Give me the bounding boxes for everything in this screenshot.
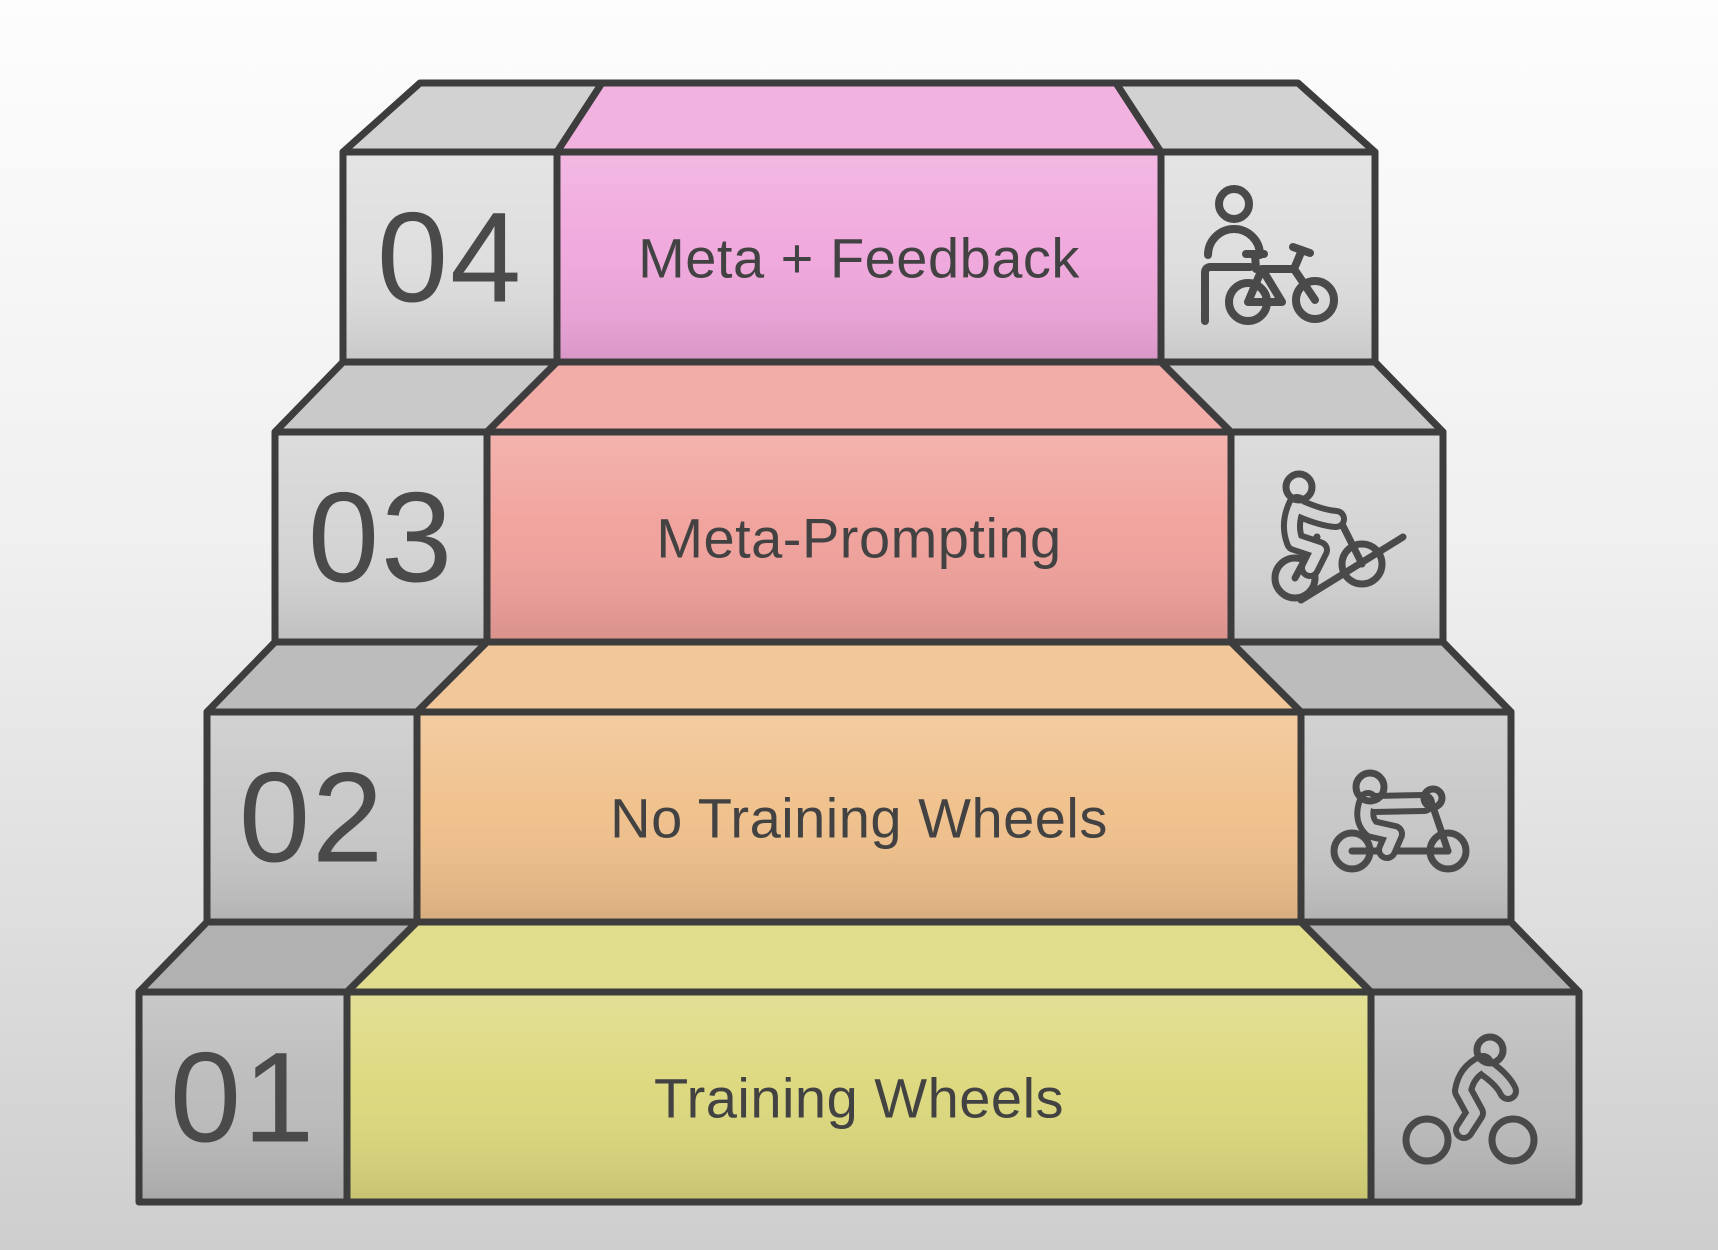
step-03-panel-top-face	[487, 362, 1231, 432]
bicycle-rear-wheel	[1271, 554, 1319, 602]
step-02-number: 02	[239, 747, 385, 890]
step-01: 01 Training Wheels	[135, 918, 1583, 1206]
step-04-label: Meta + Feedback	[638, 227, 1080, 290]
bicycle-fork	[1429, 803, 1452, 855]
bicycle-front-wheel	[1338, 540, 1386, 588]
step-01-panel-shading	[343, 988, 1375, 1206]
step-01-label: Training Wheels	[654, 1067, 1064, 1130]
rider-head	[1473, 1033, 1507, 1067]
step-02-icon-block-top-face	[1231, 642, 1511, 712]
step-04-number: 04	[377, 187, 523, 330]
bicycle-front-wheel	[1488, 1115, 1538, 1165]
step-03-number-block-top-face	[275, 362, 557, 432]
rider-arm-fill	[1369, 798, 1429, 809]
handlebar-knob	[1420, 785, 1446, 811]
bike-rack	[1201, 263, 1254, 325]
step-04-number-block-top-face	[343, 83, 602, 152]
cyclist-riding-bicycle-icon	[1402, 1033, 1538, 1165]
step-01-icon-block-top-face	[1301, 922, 1579, 992]
person-shoulders	[1204, 225, 1264, 259]
step-02-label: No Training Wheels	[610, 787, 1108, 850]
step-03-panel-shading	[483, 428, 1235, 646]
rider-head	[1352, 769, 1388, 805]
bicycle-seat	[1242, 250, 1268, 273]
step-03-icon-block-shading	[1227, 428, 1447, 646]
step-04-panel-shading	[553, 148, 1165, 366]
step-02-panel-top-face	[417, 642, 1301, 712]
person-standing-with-bicycle-icon	[1201, 185, 1338, 325]
step-03-label: Meta-Prompting	[656, 507, 1061, 570]
step-01-number-block-shading	[135, 988, 351, 1206]
rider-body-fill	[1360, 796, 1399, 855]
step-02-panel-top-shading	[413, 638, 1305, 716]
step-04-panel-top-shading	[553, 79, 1165, 156]
hill-slope-line	[1297, 533, 1407, 604]
step-01-panel-top-face	[347, 922, 1371, 992]
step-04-number-block-shading	[339, 148, 561, 366]
rider-head	[1282, 470, 1316, 504]
cyclist-riding-low-bicycle-icon	[1330, 769, 1470, 873]
rider-arm-fill	[1481, 1063, 1513, 1096]
step-01-number-block-top-face	[139, 922, 417, 992]
rider-body-fill	[1287, 500, 1324, 573]
step-03-number-block-shading	[271, 428, 491, 646]
step-04: 04 Meta + Feedback	[339, 79, 1379, 366]
step-01-number: 01	[170, 1027, 316, 1170]
step-02-number-block-shading	[203, 708, 421, 926]
step-02: 02 No Training Wheels	[203, 638, 1515, 926]
bicycle-handlebar	[1289, 243, 1314, 273]
step-03: 03 Meta-Prompting	[271, 358, 1447, 646]
step-02-panel-shading	[413, 708, 1305, 926]
cyclist-riding-uphill-icon	[1271, 470, 1407, 604]
person-head	[1215, 185, 1253, 223]
bicycle-rear-wheel	[1402, 1115, 1452, 1165]
step-04-panel-top-face	[557, 83, 1161, 152]
step-02-number-block-top-face	[207, 642, 487, 712]
bicycle-frame	[1244, 265, 1319, 306]
step-01-panel-top-shading	[343, 918, 1375, 996]
rider-body-fill	[1458, 1059, 1488, 1135]
step-03-icon-block-top-face	[1161, 362, 1443, 432]
rider-arm-fill	[1296, 504, 1341, 524]
step-02-icon-block-shading	[1297, 708, 1515, 926]
step-03-number: 03	[308, 467, 454, 610]
step-03-panel-top-shading	[483, 358, 1235, 436]
step-04-icon-block-top-face	[1116, 83, 1375, 152]
step-04-icon-block-shading	[1157, 148, 1379, 366]
bicycle-front-wheel	[1292, 277, 1338, 323]
